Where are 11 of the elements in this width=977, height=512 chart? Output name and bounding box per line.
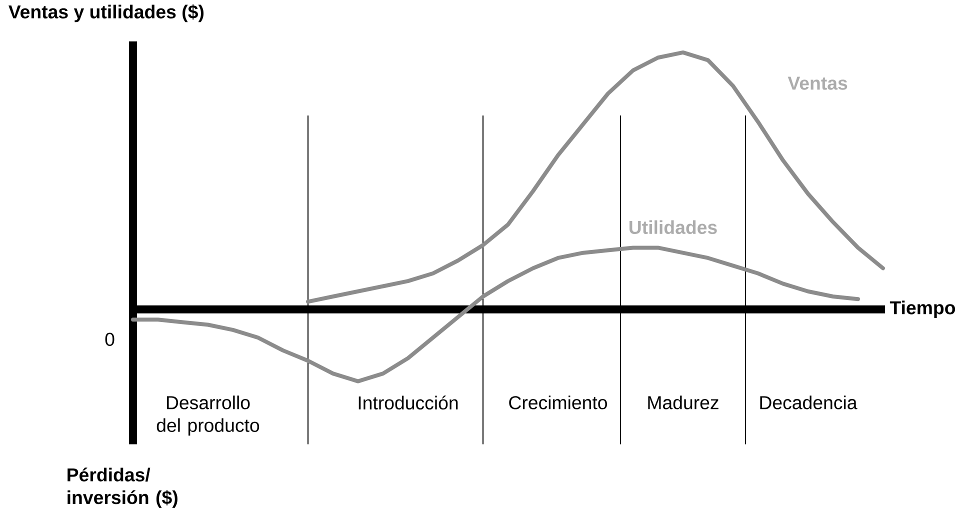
text: 0 <box>105 332 114 346</box>
text: Ventas <box>788 76 848 90</box>
x-tick-label: Madurez <box>648 395 718 410</box>
y-axis-title: Ventas y utilidades ($) <box>8 4 204 22</box>
text: Pérdidas/ inversión ($) <box>68 467 178 508</box>
x-tick-label: Decadencia <box>760 395 858 410</box>
x-axis-title: Tiempo <box>890 300 956 318</box>
x-tick-label: Desarrollo del producto <box>156 395 260 436</box>
x-tick-label: Introducción <box>358 395 458 410</box>
series-label: Utilidades <box>630 220 717 234</box>
x-tick-label: Crecimiento <box>509 395 607 410</box>
